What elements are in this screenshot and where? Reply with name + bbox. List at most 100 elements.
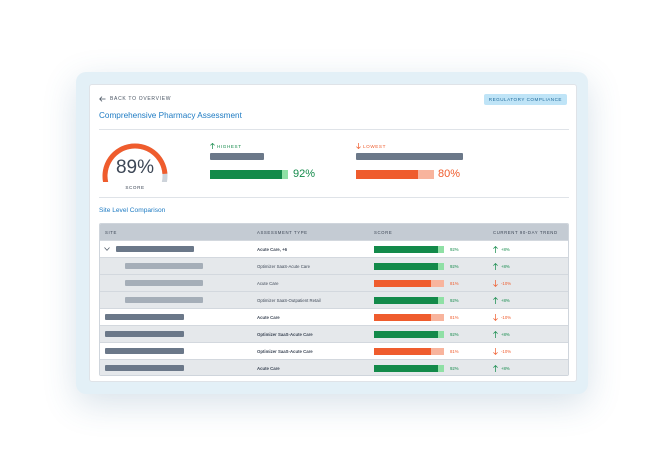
trend-label: +8% <box>501 365 510 371</box>
assessment-type: Optimizer SaaS-Acute Care <box>257 331 313 337</box>
table-row[interactable]: Acute Care, +6 92% +8% <box>100 240 568 257</box>
site-comparison-table: SITE ASSESSMENT TYPE SCORE CURRENT 90-DA… <box>99 223 569 376</box>
arrow-up-icon <box>493 245 498 253</box>
table-body: Acute Care, +6 92% +8% Optimizer SaaS-Acute… <box>100 240 568 375</box>
score-bar-fill <box>374 364 439 372</box>
score-bar <box>374 279 444 287</box>
score-bar-fill <box>374 296 439 304</box>
trend-label: +8% <box>501 297 510 303</box>
gauge-fill <box>102 143 168 182</box>
score-bar-remainder <box>430 279 444 287</box>
trend-value: +8% <box>493 262 510 270</box>
score-bar-remainder <box>438 364 444 372</box>
lowest-percent: 80% <box>438 168 461 180</box>
back-to-overview-link[interactable]: BACK TO OVERVIEW <box>99 96 171 102</box>
score-bar-remainder <box>438 296 444 304</box>
page-title: Comprehensive Pharmacy Assessment <box>99 111 242 120</box>
score-bar-remainder <box>438 245 444 253</box>
assessment-type: Optimizer SaaS-Outpatient Retail <box>257 297 321 303</box>
table-row[interactable]: Optimizer SaaS-Acute Care 81% -10% <box>100 342 568 359</box>
lowest-site-name-redacted <box>356 153 463 160</box>
arrow-up-icon <box>210 143 215 149</box>
column-header-site[interactable]: SITE <box>105 229 117 235</box>
score-bar-fill <box>374 279 431 287</box>
score-percent: 92% <box>450 246 459 252</box>
score-percent: 92% <box>450 331 459 337</box>
arrow-up-icon <box>493 330 498 338</box>
lowest-heading: LOWEST <box>356 143 386 149</box>
lowest-bar-remainder <box>418 170 434 179</box>
site-name-redacted <box>125 280 203 286</box>
score-bar <box>374 313 444 321</box>
summary-divider <box>99 197 569 198</box>
score-percent: 81% <box>450 348 459 354</box>
arrow-up-icon <box>493 262 498 270</box>
site-name-redacted <box>105 314 184 320</box>
score-bar-fill <box>374 347 431 355</box>
score-percent: 92% <box>450 263 459 269</box>
highest-site-name-redacted <box>210 153 264 160</box>
arrow-down-icon <box>493 347 498 355</box>
score-bar <box>374 330 444 338</box>
column-header-trend[interactable]: CURRENT 90-DAY TREND <box>493 229 558 235</box>
score-bar-remainder <box>430 347 444 355</box>
table-row[interactable]: Optimizer SaaS-Acute Care 92% +8% <box>100 257 568 274</box>
arrow-left-icon <box>99 96 106 102</box>
trend-value: +8% <box>493 245 510 253</box>
arrow-down-icon <box>493 313 498 321</box>
table-row[interactable]: Acute Care 92% +8% <box>100 359 568 375</box>
highest-percent: 92% <box>293 168 316 180</box>
score-bar-remainder <box>430 313 444 321</box>
score-bar-fill <box>374 313 431 321</box>
table-row[interactable]: Optimizer SaaS-Acute Care 92% +8% <box>100 325 568 342</box>
score-bar <box>374 245 444 253</box>
score-bar <box>374 347 444 355</box>
arrow-down-icon <box>493 279 498 287</box>
arrow-up-icon <box>493 364 498 372</box>
site-name-redacted <box>105 331 184 337</box>
site-name-redacted <box>125 297 203 303</box>
column-header-assessment-type[interactable]: ASSESSMENT TYPE <box>257 229 308 235</box>
trend-label: +8% <box>501 331 510 337</box>
score-percent: 92% <box>450 365 459 371</box>
chevron-down-icon[interactable] <box>104 247 110 251</box>
score-bar <box>374 296 444 304</box>
score-label: SCORE <box>125 185 145 190</box>
score-bar <box>374 262 444 270</box>
score-percent: 92% <box>450 297 459 303</box>
table-row[interactable]: Acute Care 81% -10% <box>100 308 568 325</box>
site-level-comparison-title: Site Level Comparison <box>99 207 166 214</box>
lowest-label: LOWEST <box>363 143 386 149</box>
trend-value: -10% <box>493 313 512 321</box>
site-name-redacted <box>105 365 184 371</box>
column-header-score[interactable]: SCORE <box>374 229 393 235</box>
trend-value: -10% <box>493 347 511 355</box>
arrow-up-icon <box>493 296 498 304</box>
regulatory-compliance-badge[interactable]: REGULATORY COMPLIANCE <box>483 94 567 105</box>
table-row[interactable]: Acute Care 81% -10% <box>100 274 568 291</box>
score-bar <box>374 364 444 372</box>
score-bar-fill <box>374 330 439 338</box>
table-row[interactable]: Optimizer SaaS-Outpatient Retail 92% +8% <box>100 291 568 308</box>
site-name-redacted <box>105 348 184 354</box>
highest-bar-remainder <box>281 170 288 179</box>
score-bar-remainder <box>438 330 444 338</box>
trend-label: -10% <box>501 280 512 286</box>
score-bar-remainder <box>438 262 444 270</box>
score-value: 89% <box>115 157 155 178</box>
back-label: BACK TO OVERVIEW <box>110 96 172 102</box>
trend-label: -10% <box>501 314 512 320</box>
assessment-type: Acute Care <box>257 280 279 286</box>
trend-value: +8% <box>493 330 510 338</box>
score-bar-fill <box>374 245 439 253</box>
header-divider <box>99 129 569 130</box>
trend-value: +8% <box>493 296 510 304</box>
lowest-score-bar <box>356 170 434 179</box>
highest-heading: HIGHEST <box>210 143 242 149</box>
assessment-type: Optimizer SaaS-Acute Care <box>257 263 311 269</box>
table-header: SITE ASSESSMENT TYPE SCORE CURRENT 90-DA… <box>100 224 568 240</box>
assessment-type: Acute Care <box>257 314 280 320</box>
trend-value: -10% <box>493 279 512 287</box>
score-bar-fill <box>374 262 439 270</box>
assessment-panel: BACK TO OVERVIEW REGULATORY COMPLIANCE C… <box>89 84 577 382</box>
